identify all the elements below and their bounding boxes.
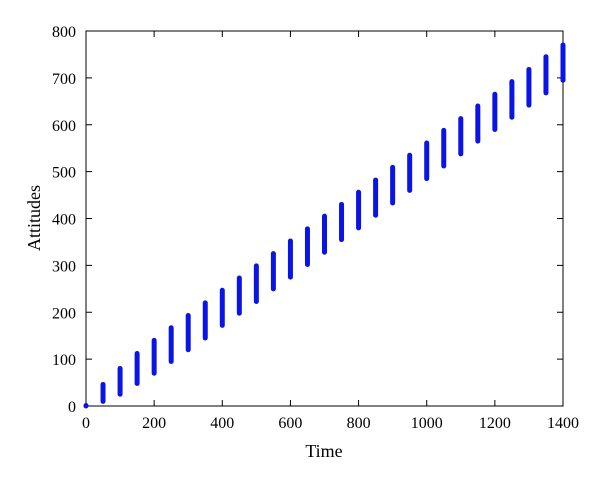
x-tick-label: 0 (82, 415, 90, 432)
x-tick-label: 1200 (479, 415, 511, 432)
y-tick-label: 200 (52, 305, 76, 322)
y-tick-label: 700 (52, 71, 76, 88)
x-tick-label: 1000 (411, 415, 443, 432)
y-tick-label: 100 (52, 352, 76, 369)
y-tick-labels: 0 100 200 300 400 500 600 700 800 (52, 24, 76, 416)
y-tick-label: 300 (52, 258, 76, 275)
x-tick-labels: 0 200 400 600 800 1000 1200 1400 (82, 415, 579, 432)
y-tick-label: 600 (52, 118, 76, 135)
x-tick-label: 400 (210, 415, 234, 432)
y-tick-label: 800 (52, 24, 76, 41)
x-tick-label: 600 (278, 415, 302, 432)
x-axis-label: Time (305, 441, 342, 461)
y-tick-label: 0 (68, 399, 76, 416)
x-tick-label: 800 (347, 415, 371, 432)
x-tick-label: 1400 (547, 415, 579, 432)
x-tick-label: 200 (142, 415, 166, 432)
y-axis-label: Attitudes (24, 185, 44, 251)
y-tick-label: 500 (52, 165, 76, 182)
y-tick-label: 400 (52, 212, 76, 229)
data-series (83, 42, 566, 409)
